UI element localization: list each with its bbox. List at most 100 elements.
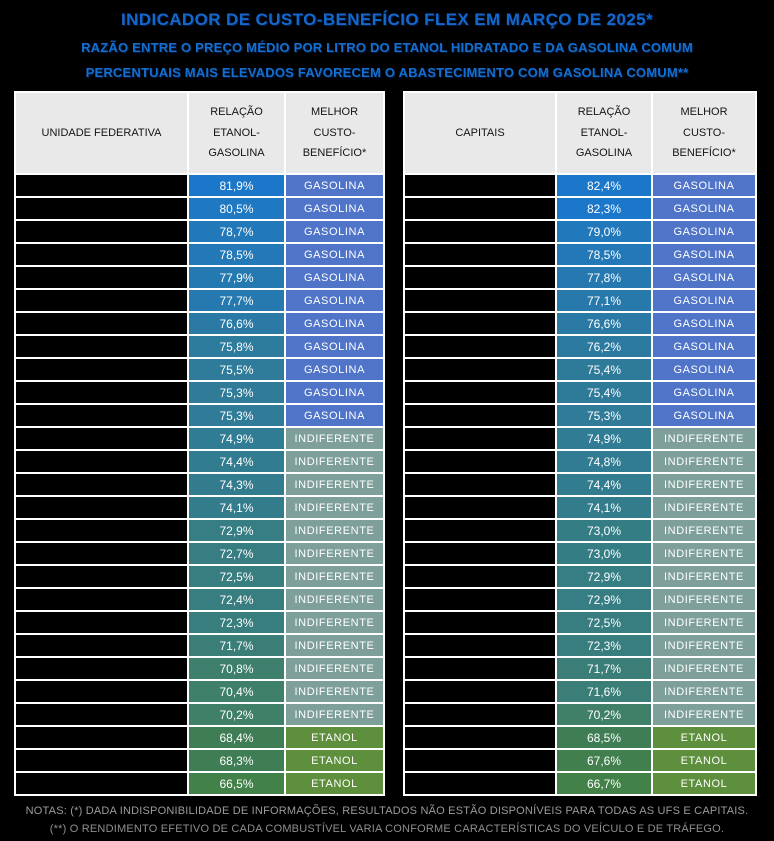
capitais-name-cell	[405, 244, 555, 265]
page-title: INDICADOR DE CUSTO-BENEFÍCIO FLEX EM MAR…	[120, 10, 654, 29]
unidades-federativas-name-cell	[16, 704, 187, 725]
capitais-verdict-cell: INDIFERENTE	[653, 658, 755, 679]
capitais-verdict-cell: ETANOL	[653, 750, 755, 771]
unidades-federativas-ratio-cell: 72,4%	[189, 589, 284, 610]
unidades-federativas-verdict-cell: INDIFERENTE	[286, 681, 383, 702]
unidades-federativas-verdict-cell: INDIFERENTE	[286, 497, 383, 518]
capitais-verdict-cell: INDIFERENTE	[653, 451, 755, 472]
unidades-federativas-verdict-cell: INDIFERENTE	[286, 704, 383, 725]
capitais-name-cell	[405, 221, 555, 242]
capitais-name-cell	[405, 267, 555, 288]
unidades-federativas-ratio-cell: 71,7%	[189, 635, 284, 656]
unidades-federativas-name-cell	[16, 681, 187, 702]
capitais-name-cell	[405, 359, 555, 380]
capitais-name-cell	[405, 497, 555, 518]
unidades-federativas-verdict-cell: GASOLINA	[286, 359, 383, 380]
footnote-line-1: NOTAS: (*) DADA INDISPONIBILIDADE DE INF…	[25, 805, 749, 817]
capitais-ratio-cell: 73,0%	[557, 543, 651, 564]
unidades-federativas-verdict-cell: ETANOL	[286, 773, 383, 794]
unidades-federativas-verdict-cell: GASOLINA	[286, 290, 383, 311]
unidades-federativas-ratio-cell: 75,3%	[189, 405, 284, 426]
unidades-federativas-name-cell	[16, 658, 187, 679]
capitais-ratio-cell: 72,3%	[557, 635, 651, 656]
capitais-ratio-cell: 72,5%	[557, 612, 651, 633]
table-unidades-federativas: UNIDADE FEDERATIVA RELAÇÃO ETANOL-GASOLI…	[14, 91, 385, 796]
unidades-federativas-name-cell	[16, 336, 187, 357]
unidades-federativas-ratio-cell: 74,1%	[189, 497, 284, 518]
capitais-ratio-cell: 82,3%	[557, 198, 651, 219]
unidades-federativas-ratio-cell: 72,5%	[189, 566, 284, 587]
capitais-name-cell	[405, 405, 555, 426]
capitais-verdict-cell: GASOLINA	[653, 336, 755, 357]
unidades-federativas-ratio-cell: 66,5%	[189, 773, 284, 794]
unidades-federativas-ratio-cell: 75,8%	[189, 336, 284, 357]
unidades-federativas-verdict-cell: GASOLINA	[286, 382, 383, 403]
capitais-name-cell	[405, 589, 555, 610]
tables-container: UNIDADE FEDERATIVA RELAÇÃO ETANOL-GASOLI…	[14, 91, 760, 796]
capitais-ratio-cell: 74,4%	[557, 474, 651, 495]
unidades-federativas-verdict-cell: GASOLINA	[286, 405, 383, 426]
capitais-name-cell	[405, 750, 555, 771]
capitais-name-cell	[405, 543, 555, 564]
unidades-federativas-verdict-cell: INDIFERENTE	[286, 612, 383, 633]
unidades-federativas-name-cell	[16, 727, 187, 748]
unidades-federativas-name-cell	[16, 267, 187, 288]
capitais-ratio-cell: 68,5%	[557, 727, 651, 748]
capitais-ratio-cell: 75,3%	[557, 405, 651, 426]
capitais-name-cell	[405, 290, 555, 311]
capitais-ratio-cell: 78,5%	[557, 244, 651, 265]
capitais-verdict-cell: ETANOL	[653, 773, 755, 794]
unidades-federativas-ratio-cell: 72,7%	[189, 543, 284, 564]
capitais-verdict-cell: INDIFERENTE	[653, 428, 755, 449]
unidades-federativas-verdict-cell: GASOLINA	[286, 336, 383, 357]
capitais-name-cell	[405, 727, 555, 748]
unidades-federativas-ratio-cell: 76,6%	[189, 313, 284, 334]
capitais-verdict-cell: INDIFERENTE	[653, 497, 755, 518]
capitais-ratio-cell: 67,6%	[557, 750, 651, 771]
capitais-name-cell	[405, 382, 555, 403]
title-block: INDICADOR DE CUSTO-BENEFÍCIO FLEX EM MAR…	[0, 0, 774, 80]
unidades-federativas-name-cell	[16, 290, 187, 311]
capitais-name-cell	[405, 635, 555, 656]
capitais-verdict-cell: GASOLINA	[653, 290, 755, 311]
unidades-federativas-name-cell	[16, 221, 187, 242]
unidades-federativas-verdict-cell: INDIFERENTE	[286, 520, 383, 541]
unidades-federativas-name-cell	[16, 382, 187, 403]
capitais-ratio-cell: 77,1%	[557, 290, 651, 311]
capitais-verdict-cell: INDIFERENTE	[653, 589, 755, 610]
table-capitais: CAPITAIS RELAÇÃO ETANOL-GASOLINA MELHOR …	[403, 91, 757, 796]
unidades-federativas-name-cell	[16, 313, 187, 334]
unidades-federativas-ratio-cell: 77,9%	[189, 267, 284, 288]
unidades-federativas-verdict-cell: GASOLINA	[286, 267, 383, 288]
footnotes: NOTAS: (*) DADA INDISPONIBILIDADE DE INF…	[0, 803, 774, 838]
unidades-federativas-name-cell	[16, 566, 187, 587]
unidades-federativas-verdict-cell: GASOLINA	[286, 221, 383, 242]
unidades-federativas-verdict-cell: INDIFERENTE	[286, 566, 383, 587]
unidades-federativas-verdict-cell: INDIFERENTE	[286, 474, 383, 495]
unidades-federativas-name-cell	[16, 589, 187, 610]
unidades-federativas-name-cell	[16, 474, 187, 495]
capitais-verdict-cell: GASOLINA	[653, 359, 755, 380]
unidades-federativas-verdict-cell: GASOLINA	[286, 244, 383, 265]
unidades-federativas-name-cell	[16, 497, 187, 518]
capitais-name-cell	[405, 313, 555, 334]
unidades-federativas-name-cell	[16, 244, 187, 265]
unidades-federativas-ratio-cell: 70,8%	[189, 658, 284, 679]
capitais-ratio-cell: 76,2%	[557, 336, 651, 357]
unidades-federativas-verdict-cell: INDIFERENTE	[286, 428, 383, 449]
page-subtitle-1: RAZÃO ENTRE O PREÇO MÉDIO POR LITRO DO E…	[81, 40, 693, 55]
column-header-relacao-etanol-gasolina: RELAÇÃO ETANOL-GASOLINA	[189, 93, 284, 173]
capitais-verdict-cell: INDIFERENTE	[653, 520, 755, 541]
capitais-verdict-cell: INDIFERENTE	[653, 543, 755, 564]
capitais-verdict-cell: ETANOL	[653, 727, 755, 748]
capitais-name-cell	[405, 704, 555, 725]
capitais-verdict-cell: INDIFERENTE	[653, 704, 755, 725]
capitais-verdict-cell: GASOLINA	[653, 244, 755, 265]
unidades-federativas-name-cell	[16, 451, 187, 472]
unidades-federativas-name-cell	[16, 773, 187, 794]
capitais-ratio-cell: 74,1%	[557, 497, 651, 518]
unidades-federativas-ratio-cell: 72,9%	[189, 520, 284, 541]
capitais-name-cell	[405, 612, 555, 633]
unidades-federativas-name-cell	[16, 359, 187, 380]
capitais-verdict-cell: INDIFERENTE	[653, 612, 755, 633]
